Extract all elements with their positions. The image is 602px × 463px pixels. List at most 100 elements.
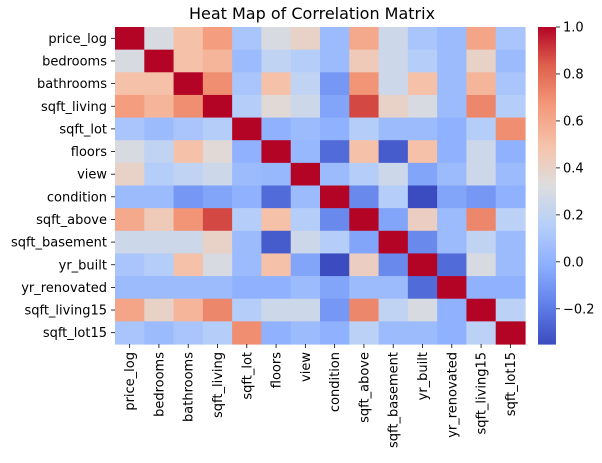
heatmap-cell — [144, 208, 175, 232]
heatmap-cell — [349, 208, 380, 232]
heatmap-cell — [290, 185, 321, 209]
colorbar-segment — [538, 301, 556, 305]
heatmap-cell — [261, 140, 292, 164]
colorbar-segment — [538, 328, 556, 332]
colorbar-segment — [538, 69, 556, 73]
x-tick-label: price_log — [123, 352, 138, 411]
heatmap-cell — [320, 94, 350, 119]
heatmap-cell — [202, 321, 233, 345]
colorbar-segment — [538, 164, 556, 168]
heatmap-cell — [232, 49, 263, 73]
x-tick-label: sqft_living — [211, 352, 226, 418]
colorbar-segment — [538, 251, 556, 255]
chart-title: Heat Map of Correlation Matrix — [189, 4, 435, 23]
heatmap-cell — [437, 321, 468, 345]
y-tick-label: sqft_basement — [11, 236, 107, 251]
colorbar-segment — [538, 206, 556, 210]
colorbar-tick-label: 0.8 — [563, 67, 584, 82]
colorbar-segment — [538, 79, 556, 84]
y-tick-label: floors — [71, 145, 107, 160]
heatmap-cell — [495, 162, 526, 187]
heatmap-cell — [115, 72, 145, 96]
heatmap-cell — [466, 208, 497, 232]
heatmap-cell — [144, 27, 175, 51]
heatmap-cell — [202, 27, 233, 51]
heatmap-cell — [495, 94, 526, 119]
colorbar-segment — [538, 77, 556, 81]
heatmap-cell — [115, 230, 145, 255]
heatmap-cell — [261, 27, 292, 51]
colorbar-segment — [538, 58, 556, 62]
colorbar-segment — [538, 299, 556, 303]
heatmap-cell — [202, 117, 233, 141]
x-tick-label: sqft_lot15 — [504, 352, 519, 416]
heatmap-cell — [407, 162, 438, 187]
colorbar-segment — [538, 211, 556, 216]
colorbar-segment — [538, 225, 556, 229]
heatmap-cell — [437, 72, 468, 96]
heatmap-cell — [349, 117, 380, 141]
colorbar-segment — [538, 201, 556, 205]
heatmap-cell — [437, 253, 468, 277]
heatmap-cell — [437, 162, 468, 187]
heatmap-cell — [407, 298, 438, 322]
colorbar-tick-label: 0.6 — [563, 114, 584, 129]
colorbar-segment — [538, 50, 556, 55]
heatmap-cell — [495, 253, 526, 277]
colorbar-segment — [538, 243, 556, 247]
heatmap-cell — [349, 253, 380, 277]
heatmap-cell — [173, 117, 204, 141]
heatmap-cell — [261, 321, 292, 345]
heatmap-cell — [495, 208, 526, 232]
colorbar-segment — [538, 293, 556, 298]
heatmap-cell — [144, 72, 175, 96]
heatmap-cell — [173, 162, 204, 187]
heatmap-cell — [290, 276, 321, 300]
colorbar-segment — [538, 169, 556, 173]
colorbar-segment — [538, 85, 556, 89]
heatmap-cell — [407, 117, 438, 141]
colorbar-segment — [538, 320, 556, 324]
colorbar-segment — [538, 53, 556, 57]
colorbar-segment — [538, 222, 556, 226]
heatmap-cell — [202, 298, 233, 322]
heatmap-cell — [115, 276, 145, 300]
heatmap-cell — [407, 230, 438, 255]
heatmap-cell — [202, 185, 233, 209]
heatmap-cell — [320, 185, 350, 209]
heatmap-cell — [232, 185, 263, 209]
colorbar-segment — [538, 227, 556, 232]
heatmap-cell — [232, 162, 263, 187]
y-tick-label: sqft_living — [41, 100, 107, 115]
heatmap-cell — [466, 276, 497, 300]
heatmap-cell — [173, 298, 204, 322]
heatmap-cell — [378, 140, 409, 164]
colorbar-tick-label: 0.0 — [563, 255, 584, 270]
heatmap-cell — [115, 162, 145, 187]
heatmap-cell — [261, 117, 292, 141]
colorbar-segment — [538, 90, 556, 94]
heatmap-cell — [437, 208, 468, 232]
colorbar-segment — [538, 325, 556, 329]
colorbar-segment — [538, 29, 556, 33]
heatmap-cell — [144, 276, 175, 300]
colorbar-segment — [538, 275, 556, 279]
heatmap-cell — [232, 276, 263, 300]
heatmap-cell — [261, 185, 292, 209]
heatmap-cell — [290, 208, 321, 232]
heatmap-cell — [466, 298, 497, 322]
heatmap-cell — [115, 94, 145, 119]
colorbar-segment — [538, 156, 556, 160]
heatmap-cell — [232, 94, 263, 119]
colorbar-segment — [538, 219, 556, 224]
heatmap-cell — [144, 162, 175, 187]
colorbar-segment — [538, 230, 556, 234]
y-tick-label: price_log — [48, 32, 107, 47]
heatmap-cell — [378, 27, 409, 51]
colorbar-segment — [538, 330, 556, 335]
colorbar-segment — [538, 63, 556, 68]
heatmap-cell — [202, 208, 233, 232]
heatmap-cell — [290, 162, 321, 187]
colorbar-segment — [538, 167, 556, 171]
colorbar-segment — [538, 40, 556, 44]
